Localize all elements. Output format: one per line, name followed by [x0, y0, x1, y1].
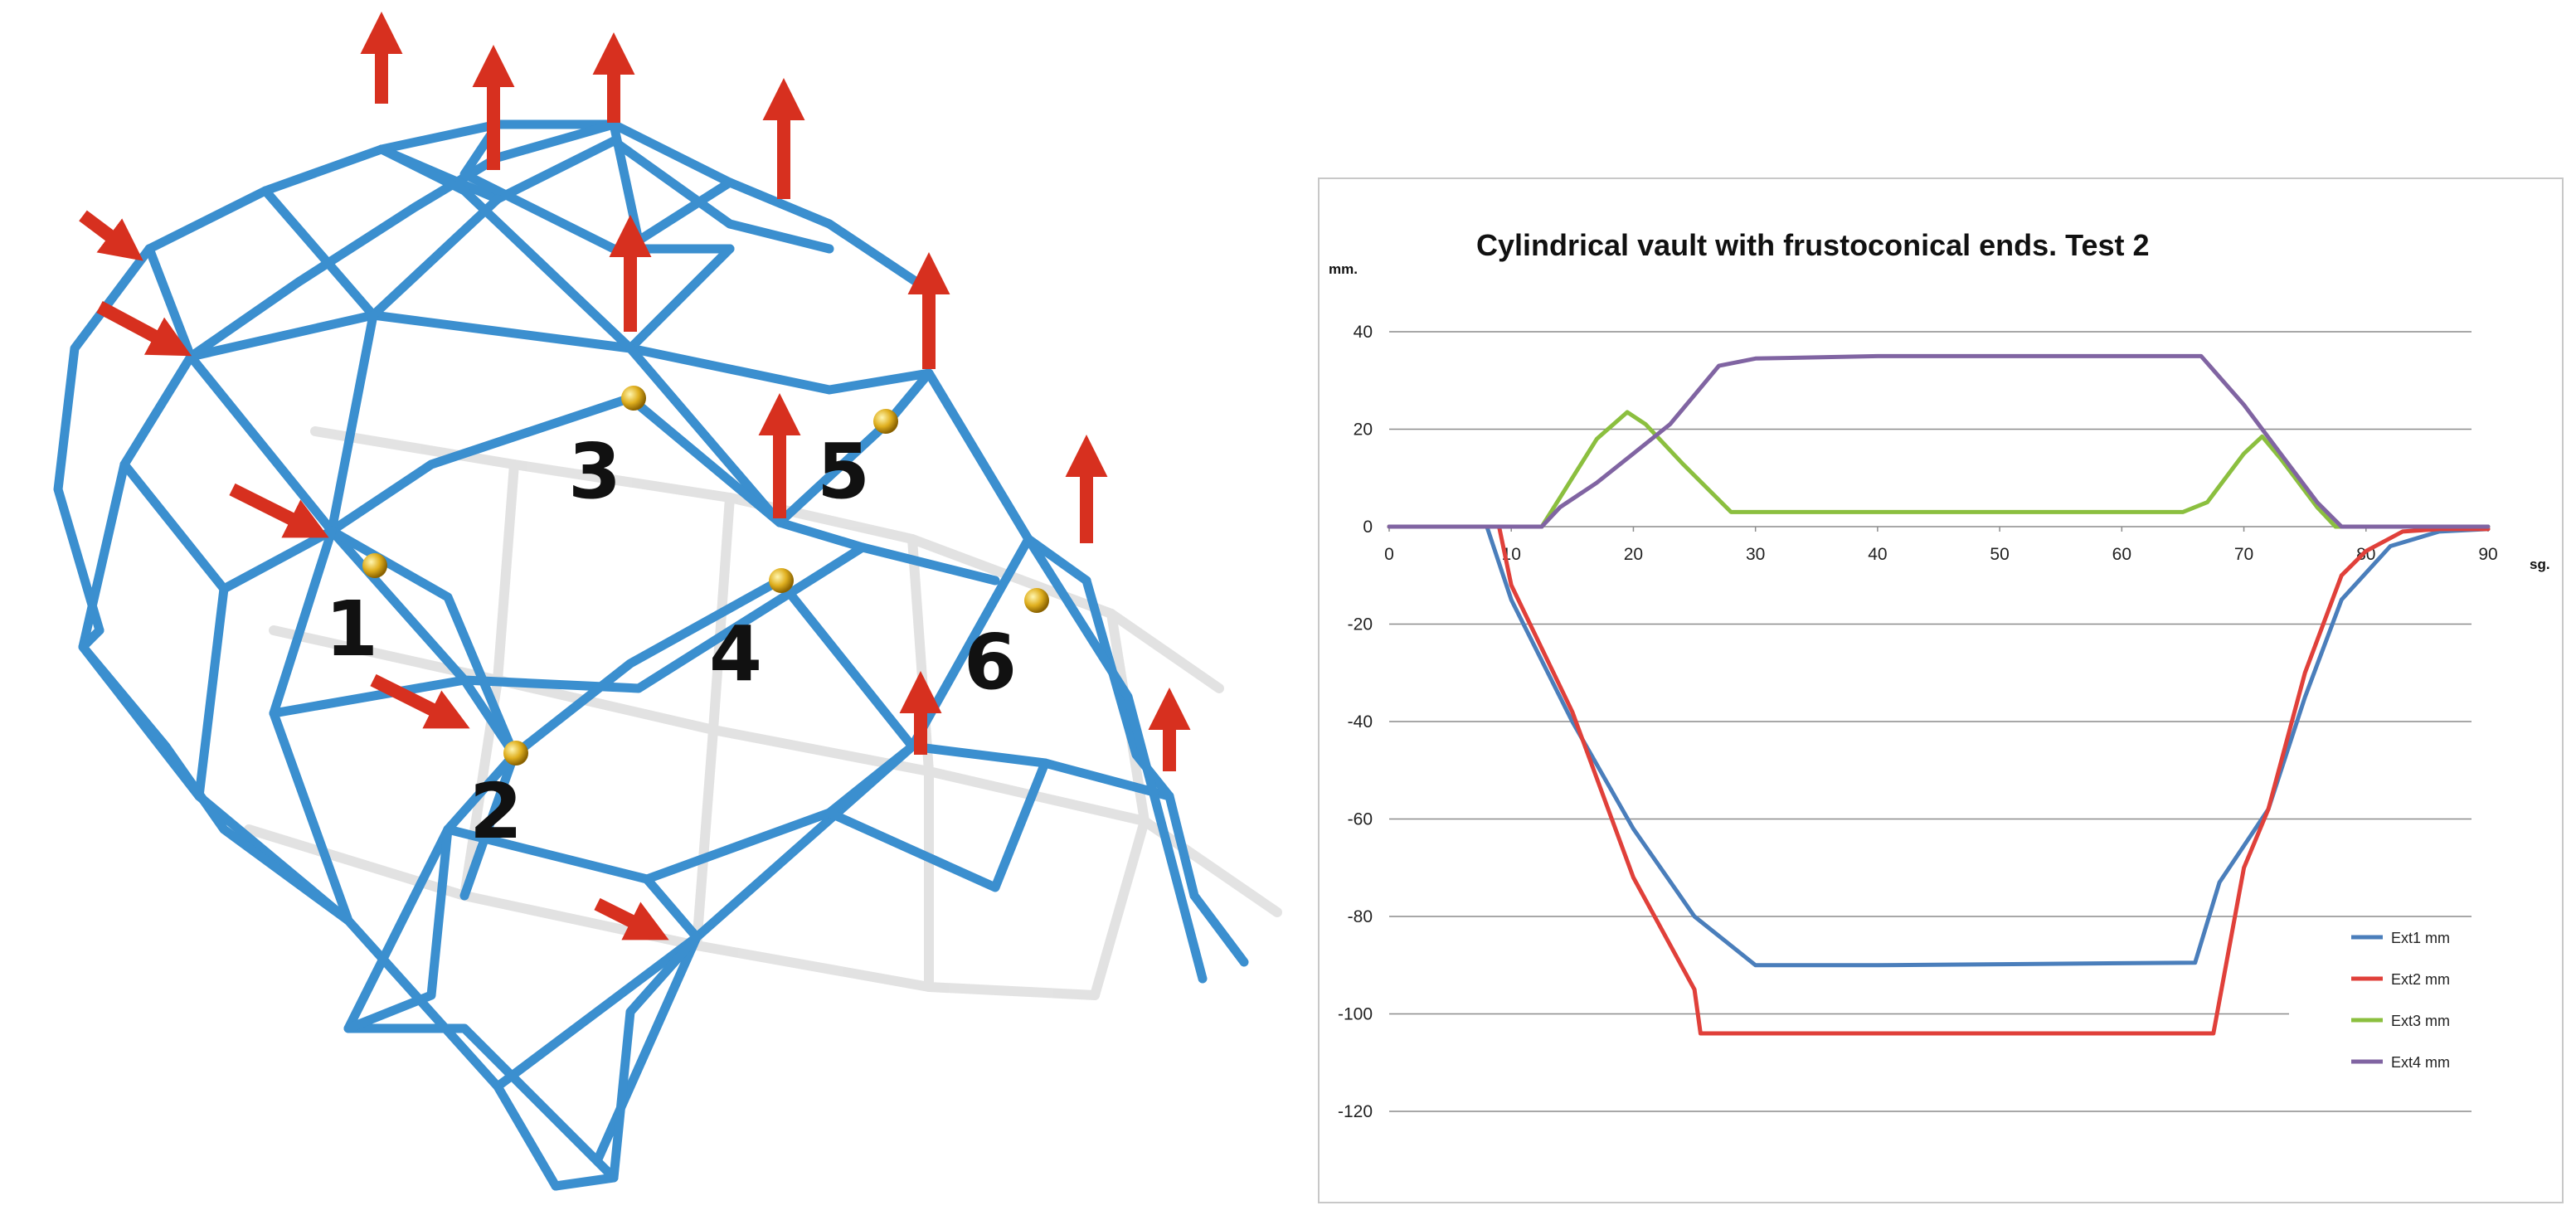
- y-tick-label: 40: [1354, 323, 1373, 342]
- load-arrow-lateral: [229, 483, 329, 538]
- node-3-marker: [621, 386, 646, 411]
- displacement-chart: Cylindrical vault with frustoconical end…: [1318, 177, 2564, 1203]
- series-line-ext1: [1387, 524, 2491, 968]
- load-arrow-lateral: [370, 673, 470, 729]
- node-label-6: 6: [964, 618, 1017, 707]
- y-axis-unit: mm.: [1329, 261, 1358, 277]
- node-label-1: 1: [325, 585, 378, 673]
- x-tick-label: 50: [1990, 545, 2009, 564]
- legend: Ext1 mm Ext2 mm Ext3 mm Ext4 mm: [2351, 930, 2450, 1071]
- y-tick-label: -40: [1348, 712, 1373, 732]
- x-tick-label: 40: [1868, 545, 1887, 564]
- load-arrow-lateral: [79, 210, 143, 261]
- x-tick-label: 0: [1384, 545, 1394, 564]
- node-6-marker: [1024, 588, 1049, 613]
- load-arrow-lateral: [96, 300, 192, 357]
- node-5-marker: [873, 409, 898, 434]
- y-tick-labels: 40 20 0 -20 -40 -60 -80 -100 -120: [1338, 323, 1373, 1121]
- x-tick-label: 20: [1624, 545, 1643, 564]
- node-2-marker: [503, 741, 528, 766]
- chart-title: Cylindrical vault with frustoconical end…: [1476, 228, 2150, 262]
- legend-label: Ext3 mm: [2391, 1013, 2450, 1029]
- legend-label: Ext1 mm: [2391, 930, 2450, 946]
- structure-bars: [53, 119, 1249, 1191]
- legend-label: Ext4 mm: [2391, 1054, 2450, 1071]
- node-labels: 1 2 3 4 5 6: [325, 427, 1017, 856]
- y-tick-label: -60: [1348, 810, 1373, 829]
- load-arrows: [79, 12, 1191, 941]
- series-lines: [1387, 353, 2491, 1036]
- x-tick-label: 60: [2112, 545, 2131, 564]
- node-4-marker: [769, 568, 794, 593]
- vault-structure-figure: 1 2 3 4 5 6: [53, 12, 1282, 1191]
- series-line-ext3: [1387, 410, 2491, 529]
- node-1-marker: [362, 553, 387, 578]
- y-tick-label: -80: [1348, 907, 1373, 926]
- legend-label: Ext2 mm: [2391, 971, 2450, 988]
- node-label-4: 4: [709, 610, 762, 698]
- y-tick-label: -100: [1338, 1005, 1373, 1024]
- y-tick-label: 0: [1363, 518, 1373, 537]
- y-tick-label: -20: [1348, 615, 1373, 634]
- measurement-nodes: [362, 386, 1049, 766]
- x-tick-labels: 0 10 20 30 40 50 60 70 80 90: [1384, 527, 2498, 564]
- y-tick-label: -120: [1338, 1102, 1373, 1121]
- x-axis-unit: sg.: [2530, 557, 2550, 572]
- node-label-3: 3: [568, 427, 621, 516]
- x-tick-label: 70: [2234, 545, 2253, 564]
- x-tick-label: 90: [2478, 545, 2497, 564]
- x-tick-label: 30: [1746, 545, 1765, 564]
- grid-lines: [1389, 331, 2472, 1112]
- load-arrow-lateral: [594, 897, 669, 941]
- series-line-ext4: [1387, 353, 2491, 529]
- node-label-2: 2: [469, 767, 522, 856]
- y-tick-label: 20: [1354, 420, 1373, 440]
- series-line-ext2: [1387, 524, 2491, 1036]
- node-label-5: 5: [817, 427, 870, 516]
